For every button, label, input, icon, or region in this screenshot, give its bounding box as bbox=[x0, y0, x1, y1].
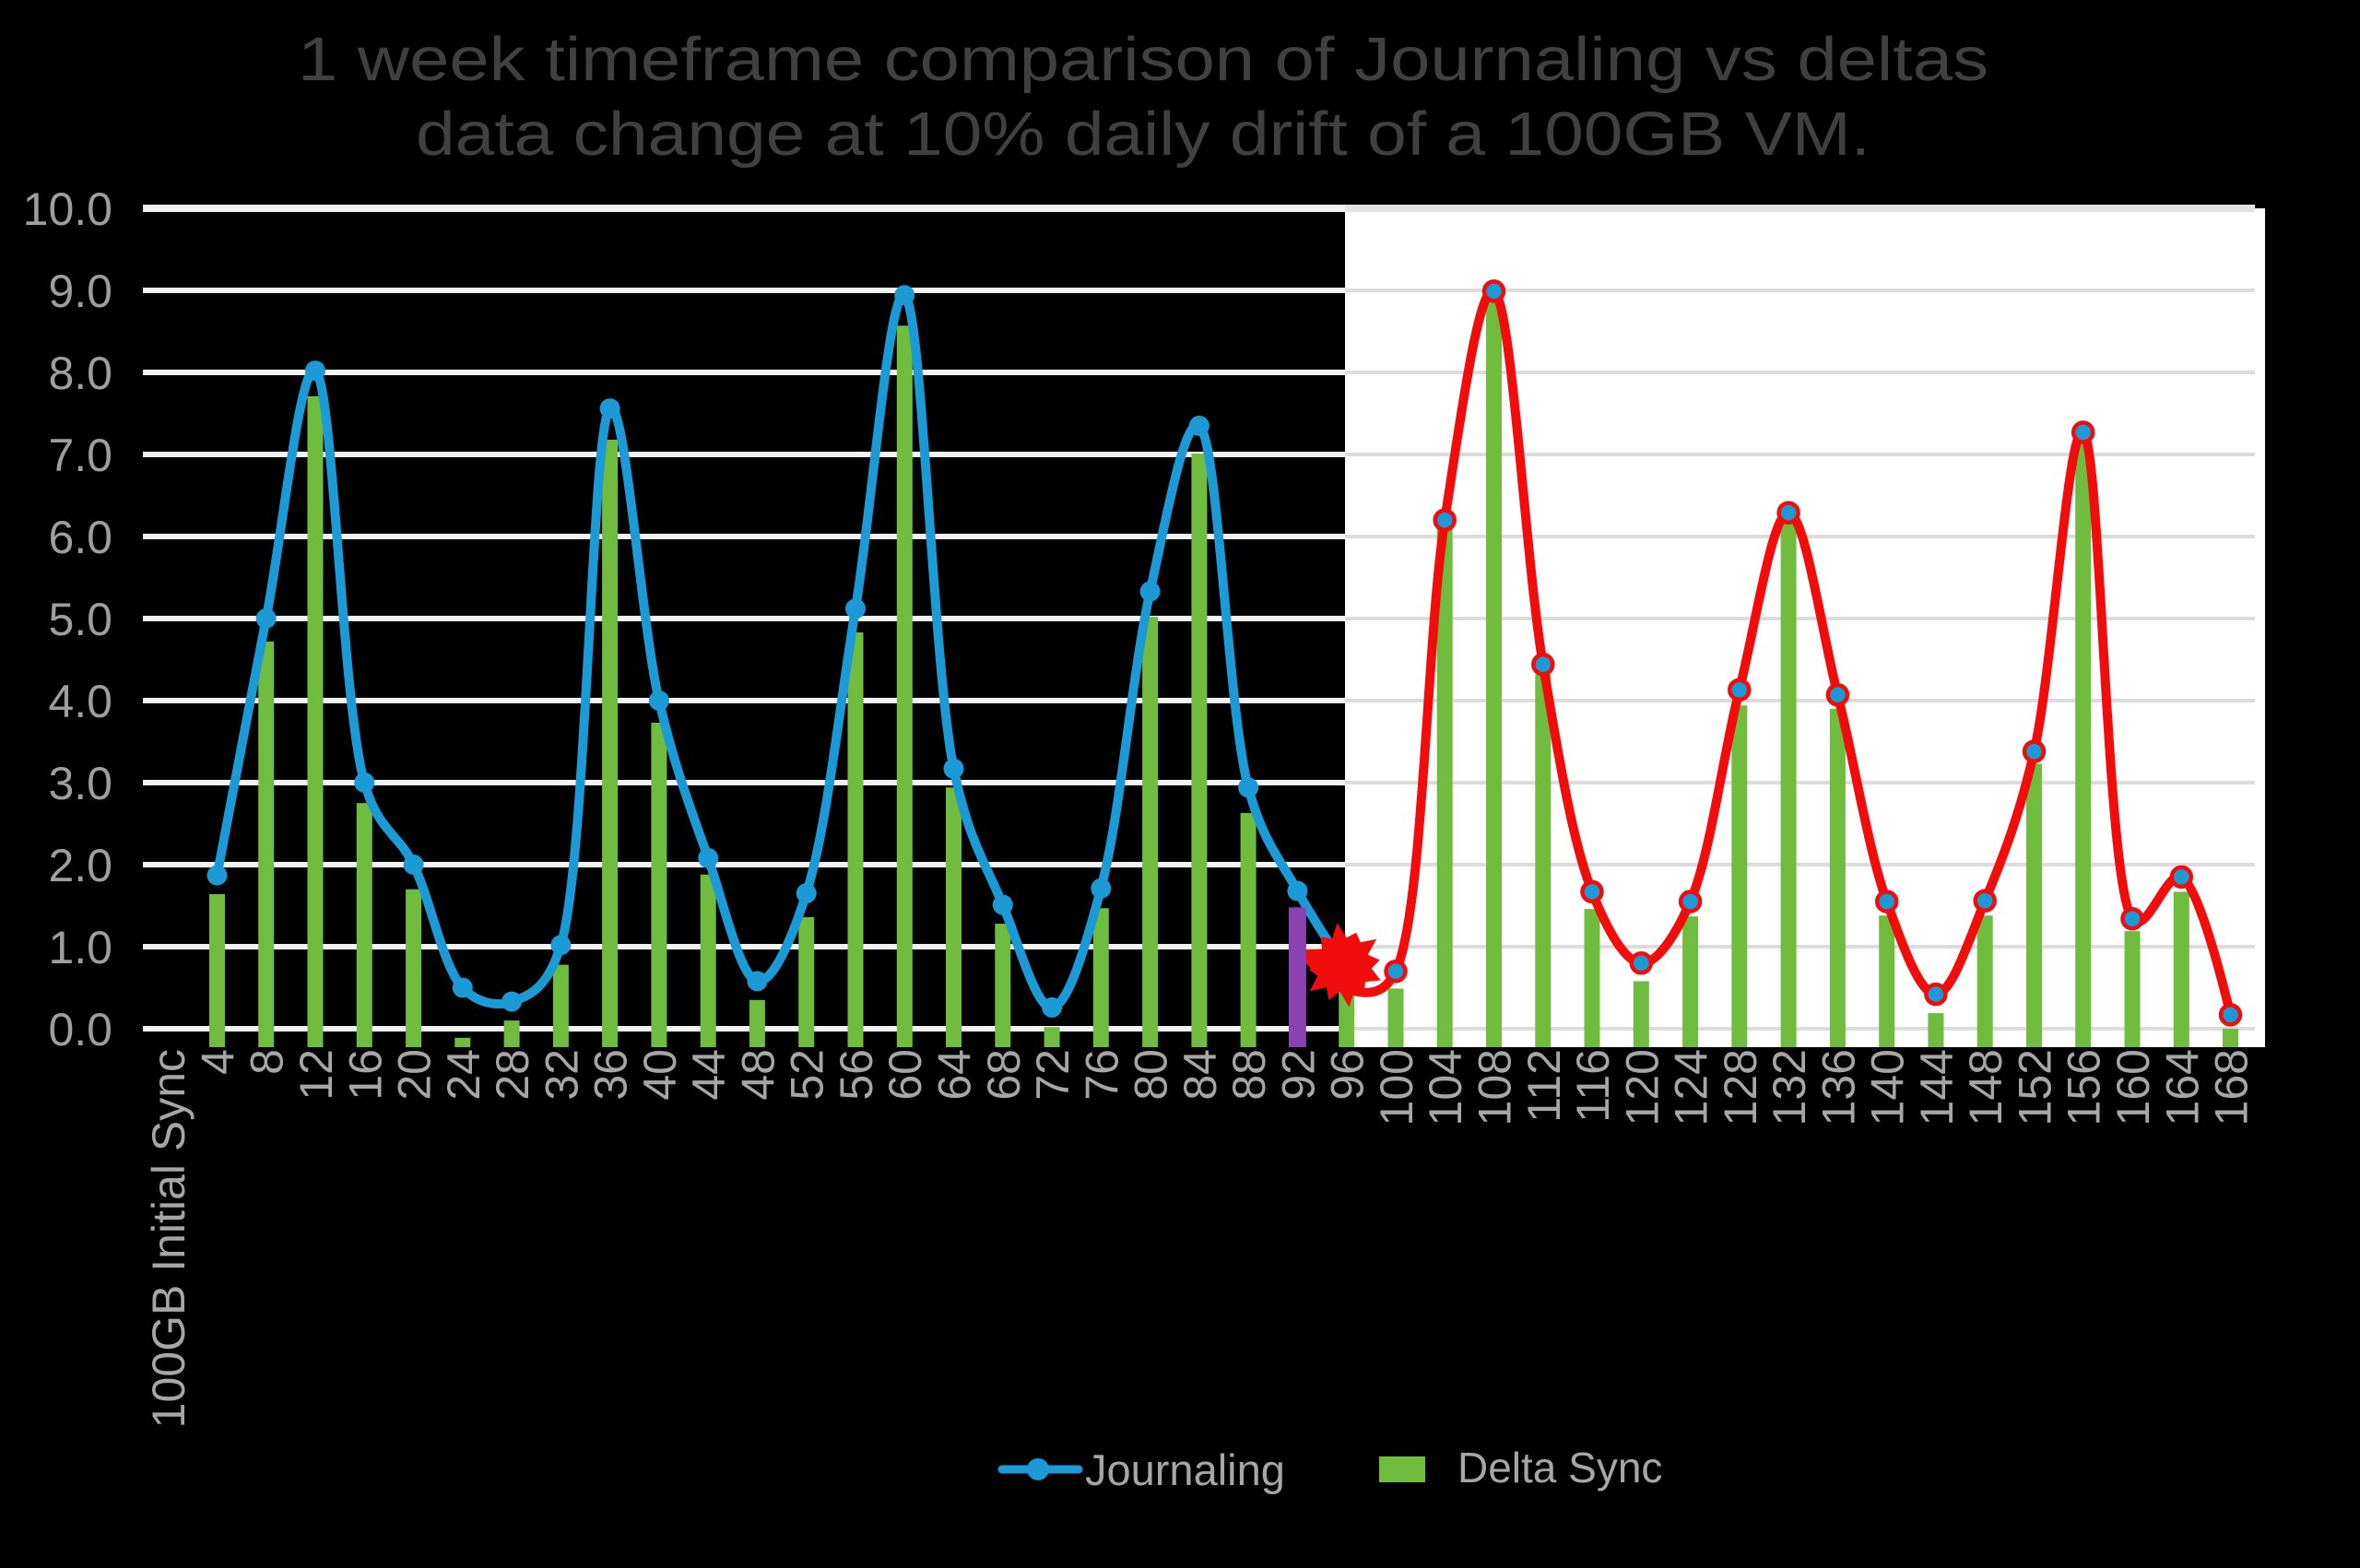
svg-text:60: 60 bbox=[879, 1049, 931, 1101]
svg-text:96: 96 bbox=[1322, 1049, 1374, 1101]
svg-text:164: 164 bbox=[2156, 1049, 2208, 1126]
svg-text:136: 136 bbox=[1812, 1049, 1864, 1126]
svg-text:4: 4 bbox=[193, 1049, 244, 1075]
svg-text:8: 8 bbox=[242, 1049, 293, 1075]
svg-text:0.0: 0.0 bbox=[48, 1004, 112, 1055]
svg-text:88: 88 bbox=[1223, 1049, 1275, 1101]
svg-text:116: 116 bbox=[1567, 1049, 1619, 1123]
svg-text:data change at 10% daily drift: data change at 10% daily drift of a 100G… bbox=[416, 100, 1870, 169]
svg-text:140: 140 bbox=[1862, 1049, 1914, 1126]
svg-text:168: 168 bbox=[2206, 1049, 2258, 1126]
svg-text:72: 72 bbox=[1027, 1049, 1079, 1101]
svg-text:100GB Initial Sync: 100GB Initial Sync bbox=[143, 1049, 195, 1428]
svg-text:152: 152 bbox=[2010, 1049, 2061, 1126]
svg-text:120: 120 bbox=[1616, 1049, 1668, 1126]
svg-text:1.0: 1.0 bbox=[48, 922, 112, 973]
svg-text:32: 32 bbox=[536, 1049, 587, 1101]
svg-text:48: 48 bbox=[732, 1049, 784, 1101]
svg-text:8.0: 8.0 bbox=[48, 348, 112, 399]
svg-text:20: 20 bbox=[389, 1049, 441, 1101]
svg-text:16: 16 bbox=[339, 1049, 391, 1101]
svg-text:7.0: 7.0 bbox=[48, 430, 112, 481]
svg-text:112: 112 bbox=[1518, 1049, 1570, 1123]
svg-text:2.0: 2.0 bbox=[48, 840, 112, 891]
svg-text:56: 56 bbox=[831, 1049, 882, 1101]
svg-text:128: 128 bbox=[1715, 1049, 1766, 1126]
svg-text:3.0: 3.0 bbox=[48, 758, 112, 809]
svg-text:156: 156 bbox=[2059, 1049, 2110, 1126]
svg-text:144: 144 bbox=[1911, 1049, 1963, 1126]
svg-text:4.0: 4.0 bbox=[48, 676, 112, 727]
svg-text:10.0: 10.0 bbox=[23, 183, 112, 235]
svg-text:40: 40 bbox=[634, 1049, 686, 1101]
svg-text:108: 108 bbox=[1469, 1049, 1521, 1126]
svg-text:64: 64 bbox=[929, 1049, 981, 1101]
svg-text:12: 12 bbox=[290, 1049, 342, 1101]
svg-text:68: 68 bbox=[978, 1049, 1030, 1101]
svg-text:124: 124 bbox=[1666, 1049, 1717, 1126]
svg-text:52: 52 bbox=[782, 1049, 833, 1101]
svg-text:Delta Sync: Delta Sync bbox=[1457, 1444, 1662, 1491]
svg-text:44: 44 bbox=[683, 1049, 735, 1101]
svg-text:92: 92 bbox=[1272, 1049, 1324, 1101]
svg-text:76: 76 bbox=[1076, 1049, 1127, 1101]
svg-text:6.0: 6.0 bbox=[48, 512, 112, 563]
svg-text:9.0: 9.0 bbox=[48, 265, 112, 317]
svg-text:Journaling: Journaling bbox=[1085, 1445, 1285, 1494]
svg-text:36: 36 bbox=[585, 1049, 637, 1101]
svg-text:24: 24 bbox=[438, 1049, 490, 1101]
svg-text:148: 148 bbox=[1960, 1049, 2012, 1126]
svg-text:84: 84 bbox=[1174, 1049, 1226, 1101]
svg-text:100: 100 bbox=[1371, 1049, 1422, 1126]
svg-text:160: 160 bbox=[2107, 1049, 2159, 1126]
svg-text:80: 80 bbox=[1126, 1049, 1177, 1101]
svg-text:104: 104 bbox=[1420, 1049, 1471, 1126]
svg-text:1 week timeframe comparison of: 1 week timeframe comparison of Journalin… bbox=[298, 25, 1988, 94]
svg-text:5.0: 5.0 bbox=[48, 594, 112, 645]
svg-text:132: 132 bbox=[1764, 1049, 1815, 1126]
svg-text:28: 28 bbox=[487, 1049, 538, 1101]
